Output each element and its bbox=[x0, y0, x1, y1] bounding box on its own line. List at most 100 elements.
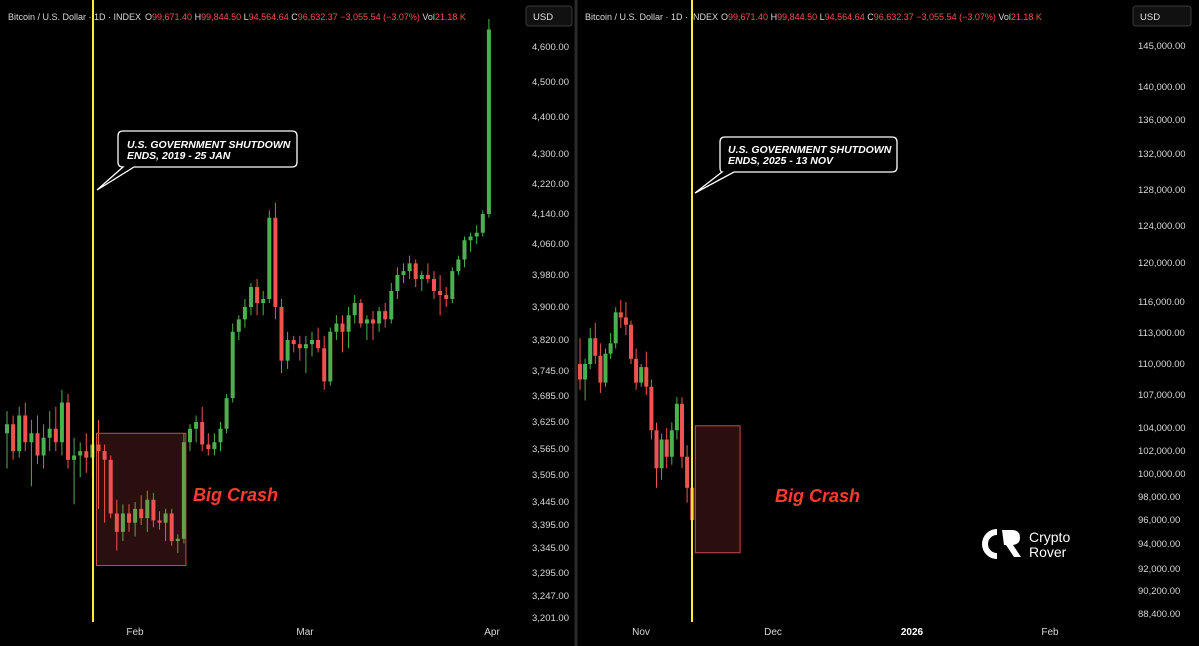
left-header: Bitcoin / U.S. Dollar · 1D · INDEX O99,6… bbox=[8, 12, 466, 22]
candle bbox=[358, 299, 363, 328]
candle-body bbox=[230, 331, 235, 399]
candle bbox=[200, 406, 205, 452]
candle-body bbox=[322, 348, 327, 382]
candle bbox=[316, 327, 321, 353]
candle bbox=[486, 19, 491, 218]
price-tick-label: 3,345.00 bbox=[532, 543, 569, 554]
candle bbox=[151, 493, 156, 528]
left-big-crash-label: Big Crash bbox=[193, 485, 278, 505]
price-tick-label: 3,900.00 bbox=[532, 302, 569, 313]
left-time-axis[interactable]: Feb Mar Apr bbox=[126, 627, 500, 638]
right-price-axis[interactable]: 145,000.00 140,000.00 136,000.00 132,000.00… bbox=[1138, 41, 1186, 620]
candle bbox=[634, 348, 639, 390]
candle bbox=[407, 255, 412, 279]
candle bbox=[224, 393, 229, 434]
candle-body bbox=[84, 451, 89, 458]
candle bbox=[383, 303, 388, 328]
candle-body bbox=[629, 324, 633, 359]
candle bbox=[664, 428, 669, 469]
candle-body bbox=[151, 499, 156, 521]
price-tick-label: 120,000.00 bbox=[1138, 258, 1186, 269]
price-tick-label: 3,685.00 bbox=[532, 391, 569, 402]
candle bbox=[389, 283, 394, 324]
right-symbol-text: Bitcoin / U.S. Dollar · 1D · INDEX bbox=[585, 12, 718, 22]
candle-body bbox=[29, 433, 34, 443]
candle-body bbox=[578, 364, 582, 380]
candle-body bbox=[255, 287, 260, 303]
candle bbox=[613, 307, 618, 349]
price-tick-label: 110,000.00 bbox=[1138, 359, 1185, 370]
candle bbox=[654, 422, 659, 488]
candle-body bbox=[194, 422, 199, 429]
candle-body bbox=[383, 311, 388, 320]
left-usd-button[interactable]: USD bbox=[525, 5, 573, 27]
candle bbox=[66, 393, 70, 469]
candle-body bbox=[120, 513, 125, 532]
candle-body bbox=[236, 319, 241, 332]
left-price-axis[interactable]: 4,600.00 4,500.00 4,400.00 4,300.00 4,220.00… bbox=[532, 42, 569, 624]
candle-body bbox=[188, 428, 192, 443]
candle-body bbox=[623, 317, 628, 325]
right-callout-line1: U.S. GOVERNMENT SHUTDOWN bbox=[728, 144, 892, 156]
candle bbox=[474, 225, 479, 244]
candle-body bbox=[66, 402, 70, 460]
right-callout: U.S. GOVERNMENT SHUTDOWN ENDS, 2025 - 13… bbox=[694, 136, 898, 194]
candle-body bbox=[649, 386, 654, 431]
time-tick-label: Mar bbox=[296, 627, 314, 638]
candle bbox=[194, 415, 199, 443]
price-tick-label: 128,000.00 bbox=[1138, 185, 1186, 196]
candle-body bbox=[358, 303, 363, 324]
right-time-axis[interactable]: Nov Dec 2026 Feb bbox=[632, 627, 1059, 638]
candle-body bbox=[364, 319, 369, 324]
candle-body bbox=[35, 433, 40, 456]
candle bbox=[267, 210, 272, 303]
candle bbox=[588, 327, 593, 370]
candle-body bbox=[53, 428, 58, 443]
right-big-crash-label: Big Crash bbox=[775, 486, 860, 506]
candle-body bbox=[432, 279, 436, 291]
candle-body bbox=[425, 275, 430, 279]
candle-body bbox=[297, 344, 302, 349]
candle-body bbox=[659, 439, 664, 469]
candle-body bbox=[5, 424, 9, 434]
candle-body bbox=[444, 295, 449, 299]
candle-body bbox=[346, 315, 351, 332]
price-tick-label: 98,000.00 bbox=[1138, 492, 1180, 503]
candle bbox=[127, 504, 131, 532]
candle bbox=[255, 279, 260, 316]
price-tick-label: 3,820.00 bbox=[532, 335, 569, 346]
candle bbox=[212, 433, 217, 456]
price-tick-label: 102,000.00 bbox=[1138, 446, 1186, 457]
candle bbox=[175, 534, 180, 553]
time-tick-label: Nov bbox=[632, 627, 650, 638]
candle bbox=[59, 389, 64, 456]
candle-body bbox=[583, 364, 588, 380]
price-tick-label: 140,000.00 bbox=[1138, 82, 1186, 93]
candle-body bbox=[218, 428, 223, 443]
brand-line1: Crypto bbox=[1029, 529, 1070, 545]
price-tick-label: 124,000.00 bbox=[1138, 221, 1186, 232]
time-tick-label: Apr bbox=[484, 627, 500, 638]
left-callout: U.S. GOVERNMENT SHUTDOWN ENDS, 2019 - 25… bbox=[96, 130, 298, 191]
candle bbox=[608, 333, 613, 359]
candle-body bbox=[145, 499, 150, 519]
candle bbox=[674, 397, 679, 440]
price-tick-label: 100,000.00 bbox=[1138, 469, 1186, 480]
candle-body bbox=[206, 444, 211, 449]
candle bbox=[236, 315, 241, 340]
right-usd-button[interactable]: USD bbox=[1132, 5, 1192, 27]
candle-body bbox=[157, 520, 162, 523]
candle-body bbox=[669, 430, 674, 457]
candle bbox=[623, 302, 628, 336]
right-crash-box bbox=[694, 425, 741, 554]
price-tick-label: 4,220.00 bbox=[532, 179, 569, 190]
candle-body bbox=[438, 291, 443, 295]
price-tick-label: 3,980.00 bbox=[532, 270, 569, 281]
candle bbox=[659, 433, 664, 480]
candle bbox=[181, 433, 186, 544]
candle-body bbox=[47, 428, 52, 438]
candle bbox=[322, 335, 327, 390]
price-tick-label: 3,625.00 bbox=[532, 417, 569, 428]
